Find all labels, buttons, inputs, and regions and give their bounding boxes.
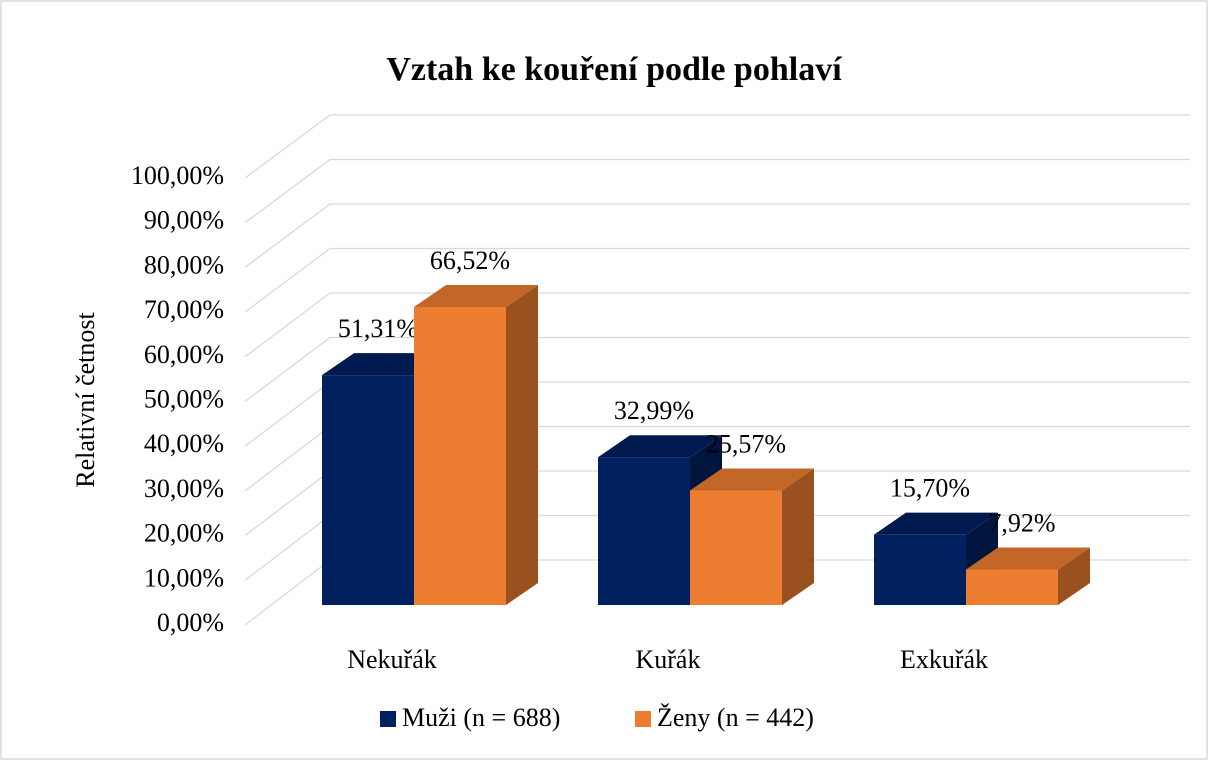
bar [322,375,414,605]
data-label: 32,99% [614,396,694,425]
grid-line [244,336,1190,403]
legend-label: Muži (n = 688) [402,703,560,732]
bar-top [598,435,722,458]
grid-line [244,203,1190,268]
data-label: 51,31% [338,314,418,343]
grid-line [244,292,1190,358]
bar-top [414,284,538,307]
bar-top [874,512,998,535]
bar [966,569,1058,605]
y-tick-label: 60,00% [144,340,224,369]
bar-top [966,547,1090,570]
y-tick-label: 30,00% [144,474,224,503]
data-label: 15,70% [890,474,970,503]
y-tick-label: 100,00% [131,161,224,190]
bar [598,457,690,605]
y-tick-label: 20,00% [144,519,224,548]
legend-swatch [380,711,396,727]
bar-side [1058,547,1090,605]
x-tick-label: Nekuřák [347,645,437,674]
chart-title: Vztah ke kouření podle pohlaví [386,51,842,88]
legend-swatch [635,711,651,727]
y-tick-label: 40,00% [144,429,224,458]
bar-side [782,468,814,605]
data-label: 25,57% [706,429,786,458]
grid-line [244,158,1190,224]
grid-line [244,247,1190,313]
y-tick-label: 80,00% [144,250,224,279]
bar-top [690,468,814,491]
bar [690,490,782,605]
x-tick-label: Exkuřák [900,645,988,674]
y-tick-label: 70,00% [144,295,224,324]
data-label: 7,92% [988,508,1055,537]
data-label: 66,52% [430,246,510,275]
y-tick-label: 10,00% [144,563,224,592]
bar-side [506,284,538,605]
y-tick-label: 90,00% [144,206,224,235]
x-tick-label: Kuřák [636,645,701,674]
bar [874,534,966,605]
y-tick-label: 0,00% [157,608,224,637]
bar [414,306,506,605]
y-tick-label: 50,00% [144,384,224,413]
grid-line [244,114,1190,179]
legend-label: Ženy (n = 442) [657,703,814,732]
y-axis-title: Relativní četnost [71,311,100,487]
